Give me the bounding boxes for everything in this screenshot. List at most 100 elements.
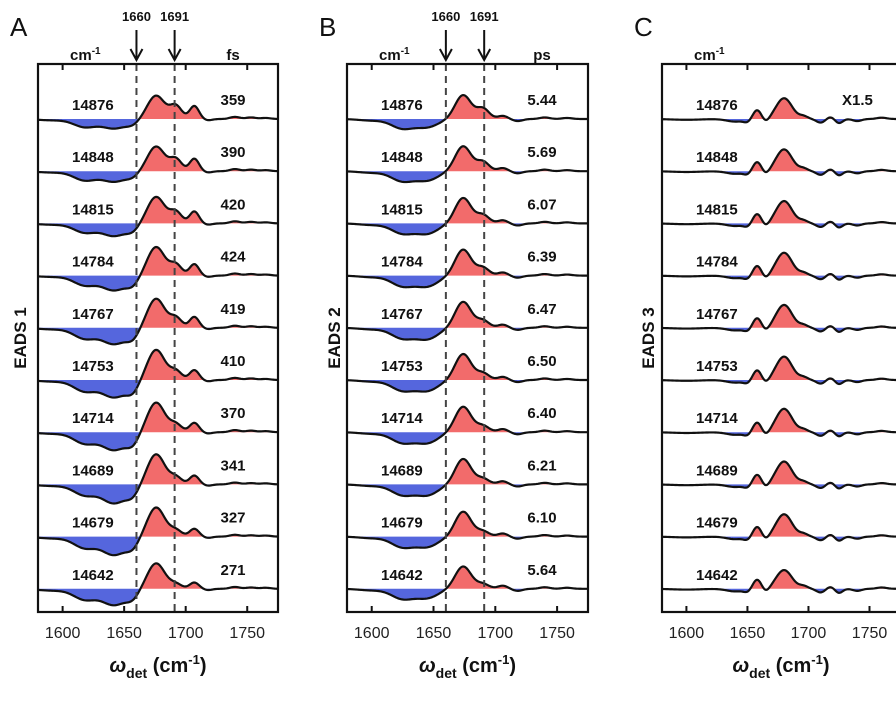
eads-trace-14876 bbox=[662, 97, 896, 125]
trace-positive-fill bbox=[38, 507, 278, 537]
marker-label: 1691 bbox=[160, 9, 189, 24]
eads-trace-14784 bbox=[662, 251, 896, 281]
eads-trace-14714 bbox=[662, 407, 896, 438]
eads-trace-14689 bbox=[347, 457, 588, 498]
scale-note: X1.5 bbox=[842, 92, 873, 109]
trace-negative-fill bbox=[38, 536, 278, 556]
trace-positive-fill bbox=[38, 298, 278, 328]
lifetime-value: 6.39 bbox=[527, 249, 556, 266]
trace-negative-fill bbox=[38, 223, 278, 237]
lifetime-value: 271 bbox=[220, 562, 245, 579]
trace-positive-fill bbox=[38, 563, 278, 589]
panel-letter: C bbox=[634, 12, 653, 42]
row-label: 14753 bbox=[72, 358, 114, 375]
trace-positive-fill bbox=[347, 511, 588, 537]
trace-positive-fill bbox=[38, 454, 278, 485]
x-tick-label: 1600 bbox=[669, 625, 705, 642]
trace-negative-fill bbox=[38, 484, 278, 504]
eads-trace-14642 bbox=[38, 562, 278, 607]
row-label: 14848 bbox=[72, 149, 114, 166]
marker-arrow-head bbox=[477, 48, 492, 63]
trace-positive-fill bbox=[347, 95, 588, 119]
trace-positive-fill bbox=[38, 95, 278, 119]
trace-positive-fill bbox=[662, 461, 896, 485]
lifetime-value: 5.64 bbox=[527, 562, 557, 579]
lifetime-value: 359 bbox=[220, 92, 245, 109]
row-label: 14642 bbox=[381, 567, 423, 584]
trace-positive-fill bbox=[347, 406, 588, 433]
lifetime-value: 370 bbox=[220, 405, 245, 422]
row-label: 14784 bbox=[696, 254, 738, 271]
trace-positive-fill bbox=[662, 408, 896, 433]
trace-negative-fill bbox=[347, 275, 588, 288]
x-tick-label: 1700 bbox=[791, 625, 827, 642]
trace-negative-fill bbox=[347, 536, 588, 549]
row-label: 14714 bbox=[381, 410, 423, 427]
trace-positive-fill bbox=[662, 149, 896, 172]
trace-negative-fill bbox=[347, 380, 588, 392]
eads-trace-14815 bbox=[38, 195, 278, 238]
trace-positive-fill bbox=[662, 356, 896, 380]
y-axis-label: EADS 3 bbox=[639, 307, 658, 368]
eads-trace-14767 bbox=[347, 300, 588, 341]
header-unit-right: ps bbox=[533, 47, 551, 64]
header-unit-right: fs bbox=[226, 47, 239, 64]
marker-arrow-head bbox=[167, 48, 182, 63]
trace-positive-fill bbox=[662, 252, 896, 276]
x-tick-label: 1750 bbox=[539, 625, 575, 642]
x-axis-label: ωdet (cm-1) bbox=[732, 652, 829, 681]
row-label: 14679 bbox=[381, 515, 423, 532]
trace-positive-fill bbox=[38, 247, 278, 276]
trace-negative-fill bbox=[38, 275, 278, 291]
row-label: 14714 bbox=[72, 410, 114, 427]
x-tick-label: 1750 bbox=[852, 625, 888, 642]
lifetime-value: 6.50 bbox=[527, 353, 556, 370]
header-unit-left: cm-1 bbox=[694, 46, 725, 64]
row-label: 14689 bbox=[72, 462, 114, 479]
lifetime-value: 419 bbox=[220, 301, 245, 318]
eads-trace-14784 bbox=[38, 245, 278, 292]
y-axis-label: EADS 2 bbox=[325, 307, 344, 368]
trace-positive-fill bbox=[347, 249, 588, 276]
eads-trace-14753 bbox=[38, 348, 278, 399]
trace-negative-fill bbox=[38, 588, 278, 606]
lifetime-value: 6.47 bbox=[527, 301, 556, 318]
trace-positive-fill bbox=[662, 514, 896, 537]
panel-letter: B bbox=[319, 12, 336, 42]
x-tick-label: 1600 bbox=[354, 625, 390, 642]
marker-label: 1660 bbox=[431, 9, 460, 24]
row-label: 14753 bbox=[696, 358, 738, 375]
trace-negative-fill bbox=[347, 327, 588, 340]
eads-trace-14815 bbox=[347, 196, 588, 236]
panel-letter: A bbox=[10, 12, 28, 42]
row-label: 14848 bbox=[381, 149, 423, 166]
row-label: 14876 bbox=[72, 97, 114, 114]
eads-trace-14815 bbox=[662, 199, 896, 229]
trace-negative-fill bbox=[347, 119, 588, 130]
x-tick-label: 1650 bbox=[106, 625, 142, 642]
eads-trace-14714 bbox=[38, 401, 278, 452]
x-axis-label: ωdet (cm-1) bbox=[109, 652, 206, 681]
row-label: 14767 bbox=[696, 306, 738, 323]
plot-frame bbox=[36, 62, 280, 614]
trace-negative-fill bbox=[347, 484, 588, 497]
eads-trace-14689 bbox=[38, 453, 278, 505]
lifetime-value: 5.69 bbox=[527, 144, 556, 161]
plot-frame bbox=[660, 62, 896, 614]
marker-label: 1660 bbox=[122, 9, 151, 24]
row-label: 14815 bbox=[72, 201, 114, 218]
marker-arrow-head bbox=[129, 48, 144, 63]
x-tick-label: 1750 bbox=[229, 625, 265, 642]
eads-trace-14679 bbox=[347, 510, 588, 550]
trace-positive-fill bbox=[347, 146, 588, 172]
panel-c: C EADS 3 14876 14848 14815 14784 14767 14753 147… bbox=[634, 12, 896, 681]
trace-negative-fill bbox=[38, 432, 278, 451]
eads-trace-14679 bbox=[38, 506, 278, 557]
row-label: 14767 bbox=[72, 306, 114, 323]
eads-trace-14679 bbox=[662, 513, 896, 542]
row-label: 14689 bbox=[381, 462, 423, 479]
row-label: 14767 bbox=[381, 306, 423, 323]
x-tick-label: 1700 bbox=[478, 625, 514, 642]
eads-trace-14876 bbox=[347, 93, 588, 131]
